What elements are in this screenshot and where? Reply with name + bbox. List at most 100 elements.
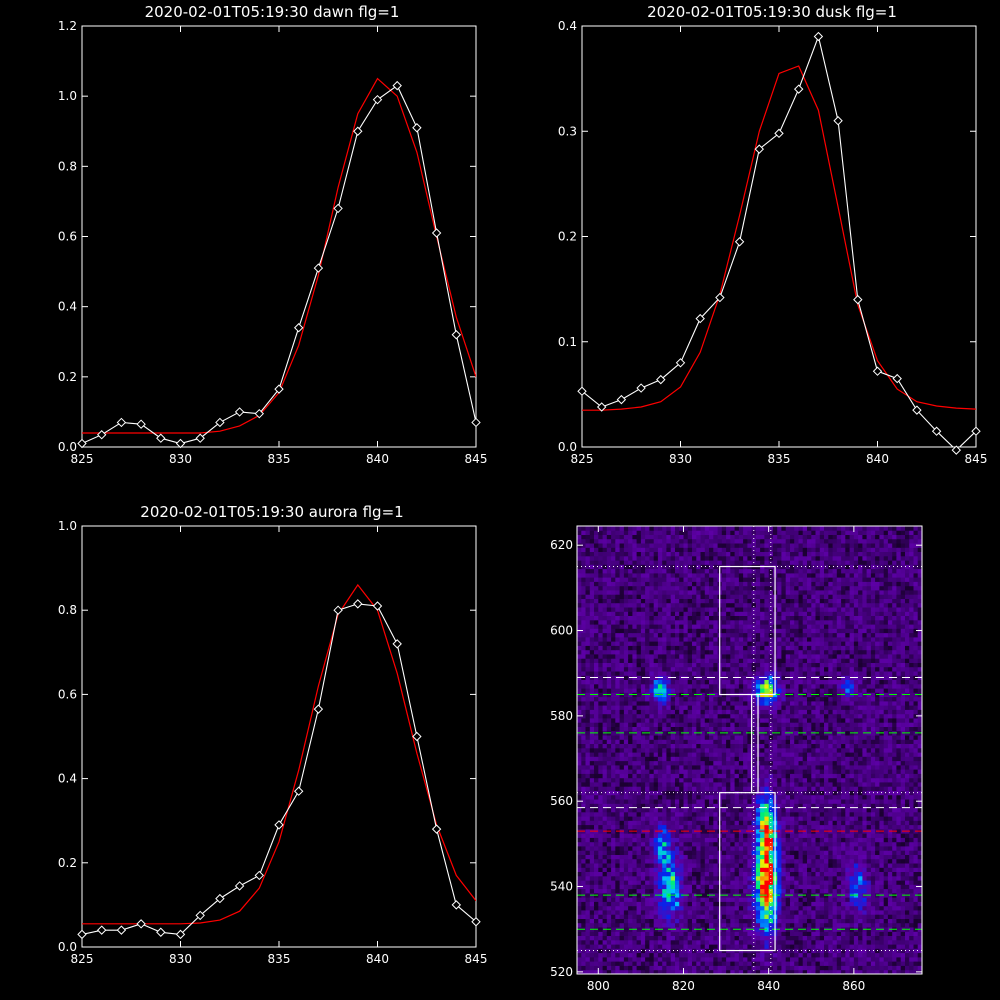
heatmap-cell xyxy=(602,764,608,770)
heatmap-cell xyxy=(879,897,885,902)
heatmap-cell xyxy=(794,756,799,762)
heatmap-cell xyxy=(743,854,748,860)
heatmap-cell xyxy=(815,965,821,971)
heatmap-cell xyxy=(662,944,667,949)
heatmap-cell xyxy=(790,897,795,902)
heatmap-cell xyxy=(615,858,620,864)
heatmap-cell xyxy=(721,918,727,924)
aurora-data-point xyxy=(175,929,186,940)
heatmap-cell xyxy=(628,722,633,727)
heatmap-cell xyxy=(794,922,799,928)
heatmap-cell xyxy=(815,875,821,881)
heatmap-cell xyxy=(909,867,914,872)
heatmap-cell xyxy=(879,777,885,783)
heatmap-cell xyxy=(862,850,868,855)
heatmap-cell xyxy=(807,786,812,791)
heatmap-cell xyxy=(811,858,816,864)
heatmap-cell xyxy=(828,850,833,855)
heatmap-cell xyxy=(623,969,629,975)
heatmap-cell xyxy=(785,803,791,808)
heatmap-cell xyxy=(657,718,663,723)
heatmap-cell xyxy=(657,833,663,838)
heatmap-cell xyxy=(819,743,825,749)
heatmap-cell xyxy=(585,769,591,774)
heatmap-cell xyxy=(585,816,591,821)
heatmap-cell xyxy=(628,875,633,881)
heatmap-cell xyxy=(730,880,735,885)
heatmap-cell xyxy=(721,760,727,766)
heatmap-cell xyxy=(841,939,846,945)
heatmap-cell xyxy=(777,884,782,890)
heatmap-cell xyxy=(811,824,816,830)
heatmap-cell xyxy=(866,743,872,749)
heatmap-cell xyxy=(679,794,684,800)
heatmap-cell xyxy=(841,816,846,821)
heatmap-cell xyxy=(832,854,838,860)
heatmap-cell xyxy=(713,935,718,941)
heatmap-cell xyxy=(687,927,693,932)
heatmap-cell xyxy=(632,824,638,830)
heatmap-cell xyxy=(841,871,846,877)
heatmap-cell xyxy=(828,880,833,885)
heatmap-cell xyxy=(836,760,842,766)
heatmap-cell xyxy=(832,794,838,800)
heatmap-cell xyxy=(645,888,650,894)
heatmap-cell xyxy=(662,884,667,890)
heatmap-cell xyxy=(713,756,718,762)
heatmap-cell xyxy=(802,824,808,830)
heatmap-cell xyxy=(905,820,910,826)
heatmap-cell xyxy=(909,888,914,894)
heatmap-cell xyxy=(828,799,833,804)
heatmap-cell xyxy=(790,931,795,936)
heatmap-cell xyxy=(811,760,816,766)
heatmap-cell xyxy=(653,863,659,868)
heatmap-cell xyxy=(670,914,676,919)
heatmap-cell xyxy=(606,816,612,821)
heatmap-cell xyxy=(611,756,616,762)
heatmap-cell xyxy=(640,914,646,919)
heatmap-cell xyxy=(853,897,859,902)
heatmap-cell xyxy=(900,905,906,911)
heatmap-cell xyxy=(721,875,727,881)
heatmap-cell xyxy=(679,726,684,732)
heatmap-cell xyxy=(841,773,846,779)
heatmap-cell xyxy=(581,790,586,796)
heatmap-cell xyxy=(790,867,795,872)
heatmap-cell xyxy=(713,884,718,890)
heatmap-cell xyxy=(790,726,795,732)
heatmap-cell xyxy=(743,752,748,757)
heatmap-cell xyxy=(841,807,846,813)
heatmap-cell xyxy=(589,824,595,830)
heatmap-cell xyxy=(653,790,659,796)
heatmap-cell xyxy=(598,965,603,971)
heatmap-cell xyxy=(606,820,612,826)
heatmap-cell xyxy=(577,961,582,966)
heatmap-cell xyxy=(764,764,770,770)
heatmap-cell xyxy=(645,884,650,890)
heatmap-cell xyxy=(623,820,629,826)
heatmap-cell xyxy=(785,965,791,971)
heatmap-cell xyxy=(666,811,672,817)
heatmap-cell xyxy=(670,905,676,911)
heatmap-cell xyxy=(794,918,799,924)
heatmap-cell xyxy=(704,863,710,868)
heatmap-cell xyxy=(917,803,923,808)
heatmap-cell xyxy=(734,837,740,843)
heatmap-cell xyxy=(628,735,633,740)
heatmap-cell xyxy=(628,914,633,919)
heatmap-cell xyxy=(645,735,650,740)
heatmap-cell xyxy=(743,786,748,791)
heatmap-cell xyxy=(836,739,842,744)
dusk-data-point xyxy=(675,358,686,368)
heatmap-cell xyxy=(717,777,723,783)
heatmap-cell xyxy=(649,850,655,855)
heatmap-cell xyxy=(828,922,833,928)
heatmap-cell xyxy=(581,935,586,941)
heatmap-cell xyxy=(760,897,765,902)
heatmap-cell xyxy=(670,752,676,757)
heatmap-cell xyxy=(768,786,774,791)
heatmap-cell xyxy=(662,833,667,838)
heatmap-cell xyxy=(849,901,855,907)
heatmap-cell xyxy=(875,824,880,830)
heatmap-cell xyxy=(841,931,846,936)
